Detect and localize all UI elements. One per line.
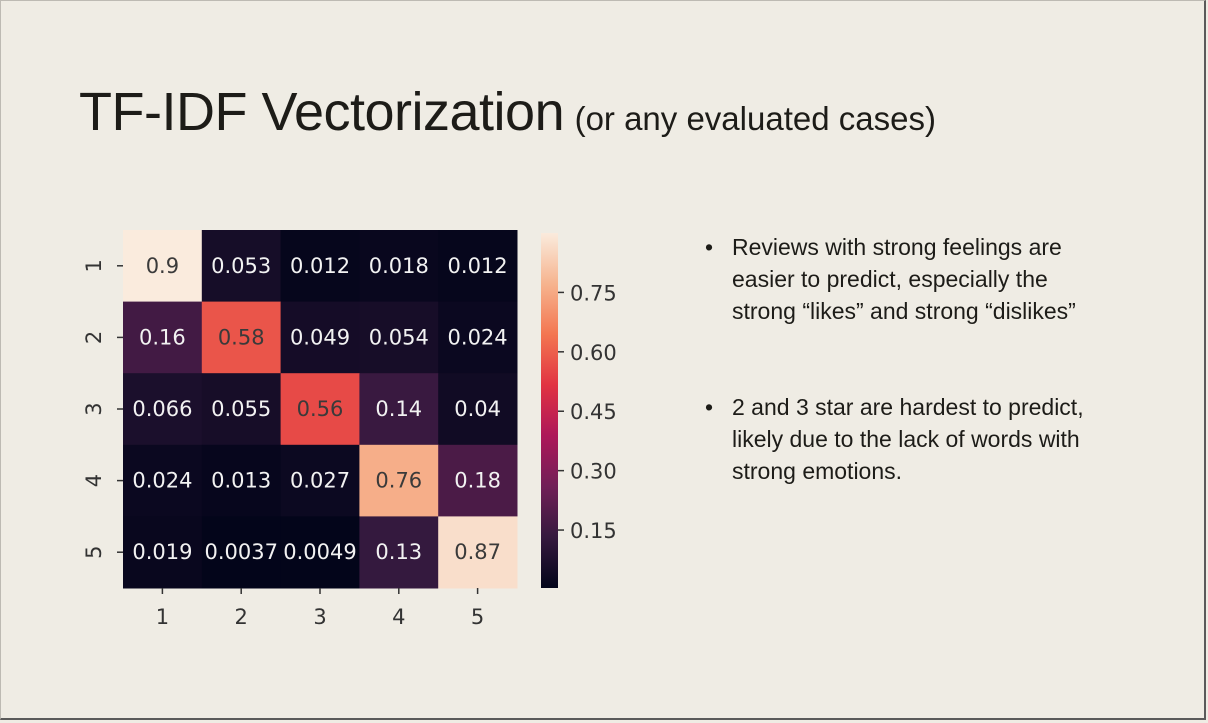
colorbar-tick-label: 0.75: [570, 281, 617, 305]
heatmap-cell-label: 0.024: [132, 469, 192, 493]
heatmap-cell: [201, 373, 282, 446]
y-tick-label: 1: [82, 259, 106, 272]
heatmap-cell: [201, 230, 282, 303]
heatmap-cell-label: 0.58: [218, 325, 265, 349]
heatmap-cell-label: 0.027: [290, 469, 350, 493]
colorbar-tick-label: 0.60: [570, 341, 617, 365]
heatmap-cell-label: 0.055: [211, 397, 271, 421]
heatmap-cell: [359, 373, 439, 446]
heatmap-cell-label: 0.04: [454, 397, 501, 421]
y-tick-label: 5: [82, 546, 106, 559]
x-tick-label: 2: [235, 605, 248, 629]
colorbar: [541, 233, 558, 588]
bullet-text: 2 and 3 star are hardest to predict, lik…: [732, 394, 1084, 484]
title-subtitle: (or any evaluated cases): [574, 100, 936, 137]
bullet-dot: •: [705, 394, 714, 420]
heatmap-cell-label: 0.053: [211, 254, 271, 278]
heatmap-cell-label: 0.024: [448, 325, 508, 349]
heatmap-cell-label: 0.14: [375, 397, 422, 421]
x-tick-label: 3: [313, 605, 326, 629]
slide-title: TF-IDF Vectorization (or any evaluated c…: [79, 81, 936, 143]
heatmap-cell-label: 0.87: [454, 540, 501, 564]
colorbar-tick-label: 0.30: [570, 460, 617, 484]
heatmap-cell: [123, 516, 203, 589]
y-tick-label: 4: [82, 474, 106, 487]
heatmap-cell: [280, 373, 360, 446]
heatmap-cell: [280, 301, 360, 374]
x-tick-label: 5: [471, 605, 484, 629]
heatmap-cell-label: 0.019: [132, 540, 192, 564]
heatmap-cell: [359, 230, 439, 303]
heatmap-cell: [201, 516, 282, 589]
bullet-item: • Reviews with strong feelings are easie…: [705, 231, 1105, 327]
heatmap-cell: [438, 444, 518, 517]
y-tick-label: 3: [82, 402, 106, 415]
bullet-dot: •: [705, 234, 714, 260]
heatmap-cell-label: 0.18: [454, 469, 501, 493]
heatmap-cell: [438, 301, 518, 374]
heatmap-cell: [123, 301, 203, 374]
heatmap-cell: [280, 444, 360, 517]
y-tick-label: 2: [82, 331, 106, 344]
heatmap-cell: [201, 301, 282, 374]
heatmap-cell: [123, 444, 203, 517]
heatmap-cell-label: 0.013: [211, 469, 271, 493]
heatmap-cell: [359, 516, 439, 589]
bullet-text: Reviews with strong feelings are easier …: [732, 234, 1076, 324]
bullet-item: • 2 and 3 star are hardest to predict, l…: [705, 391, 1105, 487]
heatmap-cell-label: 0.012: [290, 254, 350, 278]
heatmap-cell: [438, 516, 518, 589]
heatmap-cell: [123, 230, 203, 303]
heatmap-cell-label: 0.054: [369, 325, 429, 349]
heatmap-cell-label: 0.16: [139, 325, 186, 349]
x-tick-label: 1: [156, 605, 169, 629]
heatmap-cell: [280, 230, 360, 303]
heatmap-cell-label: 0.0049: [283, 540, 356, 564]
heatmap-cell-label: 0.56: [297, 397, 344, 421]
heatmap-cell-label: 0.012: [448, 254, 508, 278]
title-main: TF-IDF Vectorization: [79, 82, 565, 142]
heatmap-cell-label: 0.066: [132, 397, 192, 421]
heatmap-cell: [123, 373, 203, 446]
heatmap-cell-label: 0.13: [375, 540, 422, 564]
heatmap-cell: [201, 444, 282, 517]
heatmap-cell-label: 0.018: [369, 254, 429, 278]
heatmap-cell-label: 0.9: [146, 254, 179, 278]
heatmap-cell-label: 0.049: [290, 325, 350, 349]
heatmap-cell: [280, 516, 360, 589]
heatmap-cell-label: 0.0037: [204, 540, 277, 564]
heatmap-cell-label: 0.76: [375, 469, 422, 493]
heatmap-cell: [359, 444, 439, 517]
bullet-list: • Reviews with strong feelings are easie…: [705, 231, 1105, 487]
colorbar-tick-label: 0.15: [570, 519, 617, 543]
heatmap-cell: [359, 301, 439, 374]
heatmap-cell: [438, 230, 518, 303]
x-tick-label: 4: [392, 605, 405, 629]
heatmap-cell: [438, 373, 518, 446]
colorbar-tick-label: 0.45: [570, 400, 617, 424]
